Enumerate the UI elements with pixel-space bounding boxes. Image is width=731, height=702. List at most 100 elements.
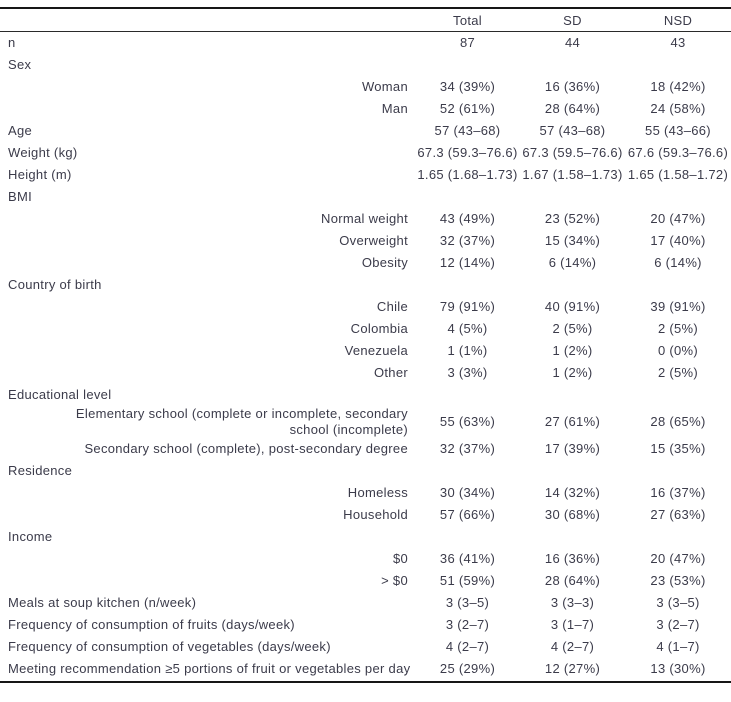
row-label: Frequency of consumption of fruits (days… [8, 617, 295, 633]
cell-total: 3 (3–5) [445, 595, 490, 611]
cell-sd: 14 (32%) [544, 485, 601, 501]
row-label: Household [343, 507, 408, 523]
cell-nsd: 17 (40%) [650, 232, 706, 248]
cell-sd: 12 (27%) [544, 661, 601, 677]
table-row: Man 52 (61%) 28 (64%) 24 (58%) [0, 98, 731, 120]
cell-total: 36 (41%) [439, 551, 496, 567]
cell-total: 79 (91%) [439, 298, 496, 314]
cell-sd [520, 274, 625, 296]
cell-sd: 57 (43–68) [539, 122, 606, 138]
cell-total: 30 (34%) [439, 485, 496, 501]
cell-sd: 27 (61%) [544, 414, 601, 430]
table-row: Woman 34 (39%) 16 (36%) 18 (42%) [0, 76, 731, 98]
table-row: Venezuela 1 (1%) 1 (2%) 0 (0%) [0, 340, 731, 362]
row-label: Educational level [8, 386, 112, 402]
row-label: Homeless [347, 485, 408, 501]
table-row: Normal weight 43 (49%) 23 (52%) 20 (47%) [0, 208, 731, 230]
row-label: Elementary school (complete or incomplet… [75, 406, 408, 438]
cell-total: 25 (29%) [439, 661, 496, 677]
cell-nsd: 43 [670, 34, 686, 50]
cell-sd: 40 (91%) [544, 298, 601, 314]
cell-nsd: 15 (35%) [650, 441, 706, 457]
cell-nsd: 2 (5%) [657, 364, 699, 380]
cell-total: 67.3 (59.3–76.6) [417, 144, 518, 160]
row-label: n [8, 34, 16, 50]
cell-sd [520, 461, 625, 483]
cell-sd: 15 (34%) [544, 232, 601, 248]
cell-total: 4 (5%) [447, 320, 488, 336]
cell-nsd: 3 (3–5) [656, 595, 700, 611]
cell-sd: 1 (2%) [552, 364, 593, 380]
table-row: n 87 44 43 [0, 32, 731, 55]
row-label: Woman [361, 78, 408, 94]
table-row: Meals at soup kitchen (n/week) 3 (3–5) 3… [0, 593, 731, 615]
row-label: Income [8, 529, 53, 545]
cell-total: 57 (66%) [439, 507, 496, 523]
cell-total [415, 54, 520, 76]
table-row: Obesity 12 (14%) 6 (14%) 6 (14%) [0, 252, 731, 274]
row-label: Other [373, 364, 408, 380]
table-row: Household 57 (66%) 30 (68%) 27 (63%) [0, 505, 731, 527]
cell-total: 34 (39%) [439, 78, 496, 94]
table-row: Elementary school (complete or incomplet… [0, 406, 731, 439]
table-row: Weight (kg) 67.3 (59.3–76.6) 67.3 (59.5–… [0, 142, 731, 164]
cell-nsd: 20 (47%) [650, 210, 706, 226]
row-label: Meals at soup kitchen (n/week) [8, 595, 197, 611]
cell-nsd: 0 (0%) [657, 342, 699, 358]
table-row: Frequency of consumption of vegetables (… [0, 637, 731, 659]
table-row: Height (m) 1.65 (1.68–1.73) 1.67 (1.58–1… [0, 164, 731, 186]
cell-total [415, 527, 520, 549]
cell-nsd: 6 (14%) [654, 254, 702, 270]
cell-total [415, 274, 520, 296]
cell-nsd: 4 (1–7) [656, 639, 700, 655]
cell-total: 4 (2–7) [445, 639, 490, 655]
row-label: Colombia [350, 320, 408, 336]
cell-sd: 16 (36%) [544, 551, 601, 567]
cell-nsd: 23 (53%) [650, 573, 706, 589]
table-row: Educational level [0, 384, 731, 406]
row-label: Chile [376, 298, 408, 314]
cell-nsd: 16 (37%) [650, 485, 706, 501]
table-header: Total SD NSD [0, 8, 731, 32]
table-row: Income [0, 527, 731, 549]
cell-total: 3 (2–7) [445, 617, 490, 633]
cell-nsd [625, 274, 731, 296]
row-label: Country of birth [8, 276, 102, 292]
row-label: $0 [392, 551, 408, 567]
cell-sd: 2 (5%) [552, 320, 593, 336]
table-row: Secondary school (complete), post-second… [0, 439, 731, 461]
cell-nsd: 39 (91%) [650, 298, 706, 314]
table-row: Meeting recommendation ≥5 portions of fr… [0, 659, 731, 682]
cell-total [415, 461, 520, 483]
cell-nsd [625, 54, 731, 76]
header-nsd-column: NSD [625, 8, 731, 32]
table-row: Residence [0, 461, 731, 483]
header-total-column: Total [415, 8, 520, 32]
row-label: Weight (kg) [8, 144, 78, 160]
cell-nsd: 18 (42%) [650, 78, 706, 94]
header-sd-column: SD [520, 8, 625, 32]
cell-sd: 16 (36%) [544, 78, 601, 94]
cell-nsd: 67.6 (59.3–76.6) [627, 144, 729, 160]
table-row: Frequency of consumption of fruits (days… [0, 615, 731, 637]
cell-total [415, 186, 520, 208]
cell-nsd [625, 527, 731, 549]
cell-nsd: 20 (47%) [650, 551, 706, 567]
table-row: Chile 79 (91%) 40 (91%) 39 (91%) [0, 296, 731, 318]
cell-total: 12 (14%) [439, 254, 496, 270]
table-row: Other 3 (3%) 1 (2%) 2 (5%) [0, 362, 731, 384]
cell-sd: 67.3 (59.5–76.6) [522, 144, 623, 160]
table-row: $0 36 (41%) 16 (36%) 20 (47%) [0, 549, 731, 571]
participant-characteristics-table-container: Total SD NSD n 87 44 43 Sex Woman 34 (39… [0, 7, 731, 683]
table-row: Country of birth [0, 274, 731, 296]
cell-nsd: 1.65 (1.58–1.72) [627, 166, 729, 182]
row-label: Sex [8, 56, 32, 72]
cell-total [415, 384, 520, 406]
cell-total: 51 (59%) [439, 573, 496, 589]
cell-sd: 1.67 (1.58–1.73) [522, 166, 623, 182]
cell-sd: 3 (1–7) [550, 617, 595, 633]
cell-total: 87 [459, 34, 476, 50]
cell-nsd: 3 (2–7) [656, 617, 700, 633]
row-label: > $0 [381, 573, 408, 589]
header-row: Total SD NSD [0, 8, 731, 32]
